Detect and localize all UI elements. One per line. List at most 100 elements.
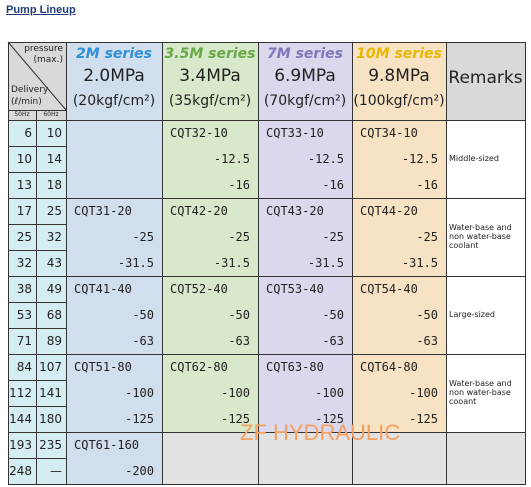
delivery-value: 10 [16, 152, 32, 166]
model-variant: -50 [322, 308, 344, 322]
delivery-value: 112 [9, 386, 32, 400]
page-title: Pump Lineup [6, 4, 76, 16]
model-variant: -25 [132, 230, 154, 244]
delivery-cell [36, 406, 67, 433]
series-unit: (20kgf/cm²) [72, 93, 156, 109]
delivery-value: — [50, 464, 62, 478]
remark-text: non water-base [449, 231, 511, 241]
model-variant: -12.5 [401, 152, 438, 166]
model-variant: -100 [221, 386, 250, 400]
delivery-label: Delivery [11, 85, 49, 95]
model-variant: -16 [228, 178, 250, 192]
model-cell [66, 120, 163, 199]
model-variant: -63 [416, 334, 438, 348]
delivery-cell [36, 224, 67, 251]
model-variant: -63 [322, 334, 344, 348]
model-variant: -100 [409, 386, 438, 400]
model-cell [352, 432, 447, 485]
remark-text: coolant [449, 240, 479, 250]
model-variant: -50 [228, 308, 250, 322]
model-cell [162, 432, 259, 485]
delivery-value: 13 [16, 178, 32, 192]
delivery-cell [8, 458, 37, 485]
delivery-value: 235 [39, 438, 62, 452]
model-cell [258, 120, 353, 199]
series-name: 7M series [267, 46, 343, 62]
model-variant: -63 [132, 334, 154, 348]
series-header [162, 42, 259, 121]
model-variant: -16 [322, 178, 344, 192]
model-name: CQT43-20 [266, 204, 324, 218]
model-cell [162, 120, 259, 199]
series-pressure: 2.0MPa [83, 66, 145, 86]
model-variant: -31.5 [307, 256, 344, 270]
delivery-cell [8, 250, 37, 277]
model-variant: -50 [416, 308, 438, 322]
delivery-value: 107 [39, 360, 62, 374]
pressure-label: pressure [24, 44, 63, 54]
delivery-cell [8, 224, 37, 251]
delivery-value: 53 [16, 308, 32, 322]
model-cell [162, 198, 259, 277]
delivery-value: 180 [39, 412, 62, 426]
remark-text: Water-base and [449, 222, 512, 232]
delivery-value: 32 [46, 230, 62, 244]
delivery-value: 144 [9, 412, 32, 426]
delivery-cell [36, 458, 67, 485]
remark-text: Water-base and [449, 378, 512, 388]
delivery-cell [36, 120, 67, 147]
model-variant: -12.5 [307, 152, 344, 166]
model-variant: -50 [132, 308, 154, 322]
delivery-value: 25 [46, 204, 62, 218]
delivery-value: 71 [16, 334, 32, 348]
model-cell [352, 354, 447, 433]
pressure-label: (max.) [33, 55, 64, 65]
watermark: ZF HYDRAULIC [240, 420, 401, 445]
model-name: CQT54-40 [360, 282, 418, 296]
model-name: CQT41-40 [74, 282, 132, 296]
remark-cell [446, 120, 526, 199]
series-name: 10M series [356, 46, 442, 62]
delivery-cell [36, 276, 67, 303]
model-variant: -31.5 [213, 256, 250, 270]
series-pressure: 9.8MPa [368, 66, 430, 86]
model-variant: -125 [315, 412, 344, 426]
model-cell [66, 432, 163, 485]
series-pressure: 6.9MPa [274, 66, 336, 86]
model-variant: -125 [221, 412, 250, 426]
delivery-value: 14 [46, 152, 62, 166]
model-variant: -125 [125, 412, 154, 426]
model-variant: -31.5 [117, 256, 154, 270]
model-name: CQT44-20 [360, 204, 418, 218]
hz-label: 60Hz [43, 111, 59, 118]
remarks-header-label: Remarks [448, 68, 523, 88]
model-cell [258, 198, 353, 277]
model-name: CQT63-80 [266, 360, 324, 374]
model-name: CQT52-40 [170, 282, 228, 296]
model-name: CQT32-10 [170, 126, 228, 140]
delivery-value: 141 [39, 386, 62, 400]
remark-text: Large-sized [449, 309, 495, 319]
model-variant: -25 [416, 230, 438, 244]
delivery-value: 17 [16, 204, 32, 218]
delivery-label: (ℓ/min) [11, 97, 42, 107]
delivery-value: 49 [46, 282, 62, 296]
delivery-value: 43 [46, 256, 62, 270]
delivery-value: 10 [46, 126, 62, 140]
model-name: CQT64-80 [360, 360, 418, 374]
model-variant: -31.5 [401, 256, 438, 270]
delivery-value: 68 [46, 308, 62, 322]
series-name: 2M series [76, 46, 152, 62]
delivery-value: 18 [46, 178, 62, 192]
delivery-cell [36, 354, 67, 381]
model-name: CQT51-80 [74, 360, 132, 374]
delivery-value: 38 [16, 282, 32, 296]
model-name: CQT62-80 [170, 360, 228, 374]
remark-text: cooant [449, 396, 477, 406]
model-variant: -100 [125, 386, 154, 400]
delivery-value: 6 [24, 126, 32, 140]
remark-cell [446, 198, 526, 277]
delivery-cell [36, 432, 67, 459]
series-name: 3.5M series [164, 46, 256, 62]
delivery-value: 84 [16, 360, 32, 374]
